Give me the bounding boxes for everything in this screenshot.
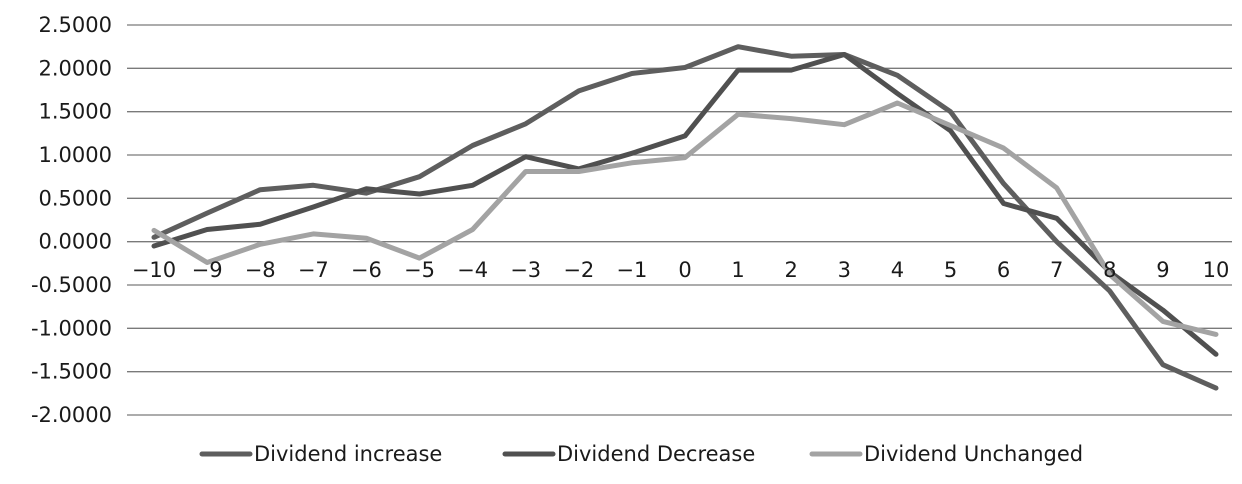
x-tick-label: 9 [1156, 258, 1169, 282]
x-tick-label: 5 [944, 258, 957, 282]
x-tick-label: −8 [245, 258, 276, 282]
x-tick-label: 3 [838, 258, 851, 282]
y-tick-label: -2.0000 [31, 403, 112, 427]
series-line-2 [151, 100, 1219, 337]
y-tick-label: 2.0000 [39, 56, 112, 80]
x-tick-label: 6 [997, 258, 1010, 282]
y-tick-label: 0.0000 [39, 230, 112, 254]
gridlines [127, 24, 1232, 416]
y-tick-label: 0.5000 [39, 186, 112, 210]
y-tick-label: 1.5000 [39, 100, 112, 124]
x-tick-label: 2 [785, 258, 798, 282]
y-tick-label: -1.0000 [31, 316, 112, 340]
x-tick-label: −4 [457, 258, 488, 282]
x-tick-label: −2 [563, 258, 594, 282]
x-tick-label: −7 [298, 258, 329, 282]
legend-label: Dividend increase [254, 442, 442, 466]
x-tick-label: 1 [731, 258, 744, 282]
legend: Dividend increase Dividend Decrease Divide… [199, 442, 1083, 466]
y-tick-label: -0.5000 [31, 273, 112, 297]
y-tick-label: 1.0000 [39, 143, 112, 167]
x-tick-label: 8 [1103, 258, 1116, 282]
x-tick-label: 4 [891, 258, 904, 282]
legend-label: Dividend Decrease [557, 442, 755, 466]
series-line-1 [151, 52, 1219, 357]
x-tick-label: 0 [678, 258, 691, 282]
x-tick-label: 10 [1203, 258, 1230, 282]
series-line-0 [151, 44, 1219, 391]
x-tick-label: −6 [351, 258, 382, 282]
x-tick-label: −9 [192, 258, 223, 282]
x-axis-tick-labels: −10 −9 −8 −7 −6 −5 −4 −3 −2 −1 0 1 2 3 4 5 6 7 8 9 10 [132, 258, 1230, 282]
x-tick-label: −3 [510, 258, 541, 282]
x-tick-label: −1 [616, 258, 647, 282]
series-lines [151, 44, 1219, 391]
y-axis-tick-labels: 2.5000 2.0000 1.5000 1.0000 0.5000 0.0000 -0.5… [31, 13, 112, 427]
x-tick-label: −10 [132, 258, 176, 282]
x-tick-label: 7 [1050, 258, 1063, 282]
y-tick-label: -1.5000 [31, 360, 112, 384]
legend-label: Dividend Unchanged [864, 442, 1083, 466]
y-tick-label: 2.5000 [39, 13, 112, 37]
x-tick-label: −5 [404, 258, 435, 282]
